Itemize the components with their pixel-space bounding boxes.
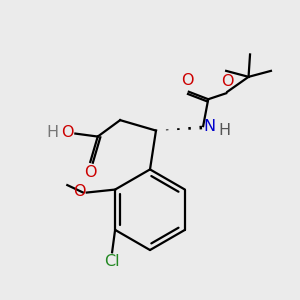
- Text: O: O: [181, 73, 194, 88]
- Text: H: H: [47, 124, 59, 140]
- Text: O: O: [84, 165, 97, 180]
- Text: Cl: Cl: [104, 254, 120, 269]
- Text: O: O: [61, 124, 74, 140]
- Text: N: N: [203, 118, 215, 134]
- Text: O: O: [221, 74, 233, 89]
- Text: O: O: [73, 184, 85, 199]
- Text: H: H: [218, 123, 230, 138]
